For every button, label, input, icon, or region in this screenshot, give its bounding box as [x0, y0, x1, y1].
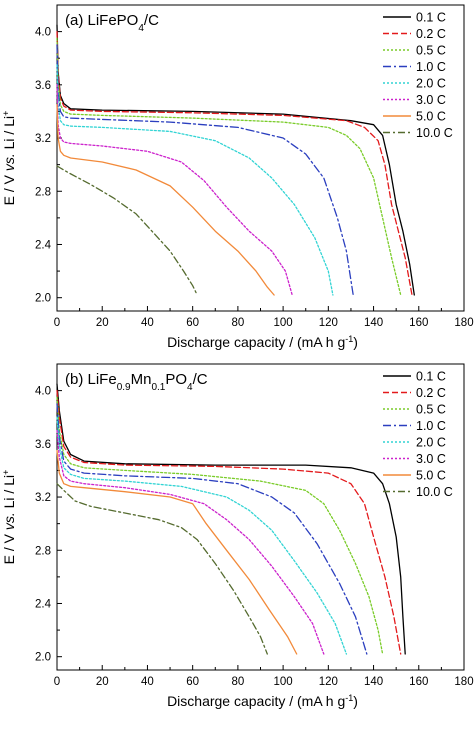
x-tick-label: 100	[274, 676, 293, 688]
x-tick-label: 140	[364, 317, 383, 329]
y-tick-label: 3.6	[35, 439, 51, 451]
series-line-3-0-C	[56, 429, 325, 655]
x-tick-label: 120	[319, 317, 338, 329]
y-axis-title: E / V vs. Li / Li+	[1, 470, 17, 565]
x-tick-label: 100	[274, 317, 293, 329]
y-tick-label: 2.4	[35, 239, 52, 251]
x-tick-label: 180	[454, 676, 473, 688]
x-tick-label: 60	[186, 676, 199, 688]
series-line-1-0-C	[56, 44, 354, 296]
y-tick-label: 3.2	[35, 133, 51, 145]
legend-label: 10.0 C	[416, 126, 453, 140]
legend-label: 2.0 C	[416, 77, 446, 91]
x-tick-label: 40	[141, 676, 154, 688]
series-line-0-2-C	[56, 30, 413, 296]
y-tick-label: 3.2	[35, 492, 51, 504]
series-line-3-0-C	[56, 84, 293, 296]
series-line-2-0-C	[56, 416, 348, 655]
x-tick-label: 0	[54, 317, 60, 329]
legend-label: 0.2 C	[416, 386, 446, 400]
x-tick-label: 80	[231, 317, 244, 329]
x-tick-label: 0	[54, 676, 60, 688]
plot-frame	[56, 4, 465, 312]
series-line-0-1-C	[56, 24, 415, 296]
legend-label: 1.0 C	[416, 419, 446, 433]
y-tick-label: 4.0	[35, 27, 51, 39]
legend-label: 3.0 C	[416, 93, 446, 107]
y-tick-label: 2.8	[35, 545, 51, 557]
chart-panel-a: 0 20 40 60 80 100 120 140 160 180 2.0 2.4 2.8 3.2 3.6 4…	[1, 4, 474, 350]
y-tick-label: 2.0	[35, 652, 51, 664]
x-tick-label: 140	[364, 676, 383, 688]
legend: 0.1 C 0.2 C 0.5 C 1.0 C 2.0 C 3.0 C 5.0 C 10.0 …	[383, 370, 453, 499]
x-axis-title: Discharge capacity / (mA h g-1)	[167, 693, 358, 709]
chart-panel-b: 0 20 40 60 80 100 120 140 160 180 2.0 2.4 2.8 3.2 3.6 4…	[1, 363, 474, 709]
legend-label: 0.1 C	[416, 11, 446, 25]
x-axis-title: Discharge capacity / (mA h g-1)	[167, 334, 358, 350]
series-line-5-0-C	[56, 104, 275, 296]
x-tick-label: 20	[96, 676, 109, 688]
series-line-2-0-C	[56, 64, 334, 296]
legend-label: 10.0 C	[416, 485, 453, 499]
panel-label: (a) LiFePO4/C	[65, 12, 159, 34]
x-tick-label: 20	[96, 317, 109, 329]
legend-label: 3.0 C	[416, 452, 446, 466]
series-line-0-5-C	[56, 37, 402, 296]
y-tick-label: 3.6	[35, 80, 51, 92]
series-line-10-0-C	[56, 483, 268, 655]
x-tick-label: 160	[409, 317, 428, 329]
x-tick-label: 80	[231, 676, 244, 688]
legend-label: 0.5 C	[416, 403, 446, 417]
series-line-0-2-C	[56, 389, 402, 655]
y-tick-label: 4.0	[35, 386, 51, 398]
series-line-0-1-C	[56, 383, 406, 655]
panel-label: (b) LiFe0.9Mn0.1PO4/C	[65, 371, 208, 393]
y-tick-label: 2.4	[35, 598, 52, 610]
series-line-1-0-C	[56, 403, 368, 655]
series-line-10-0-C	[56, 165, 198, 296]
legend-label: 5.0 C	[416, 469, 446, 483]
series-line-5-0-C	[56, 449, 298, 655]
legend: 0.1 C 0.2 C 0.5 C 1.0 C 2.0 C 3.0 C 5.0 C 10.0 …	[383, 11, 453, 140]
legend-label: 0.5 C	[416, 44, 446, 58]
y-tick-label: 2.8	[35, 186, 51, 198]
legend-label: 0.1 C	[416, 370, 446, 384]
x-tick-label: 120	[319, 676, 338, 688]
y-axis-title: E / V vs. Li / Li+	[1, 111, 17, 206]
legend-label: 1.0 C	[416, 60, 446, 74]
x-tick-label: 60	[186, 317, 199, 329]
y-tick-label: 2.0	[35, 293, 51, 305]
legend-label: 5.0 C	[416, 110, 446, 124]
x-tick-label: 40	[141, 317, 154, 329]
x-tick-label: 160	[409, 676, 428, 688]
legend-label: 0.2 C	[416, 27, 446, 41]
legend-label: 2.0 C	[416, 436, 446, 450]
series-line-0-5-C	[56, 396, 384, 655]
x-tick-label: 180	[454, 317, 473, 329]
